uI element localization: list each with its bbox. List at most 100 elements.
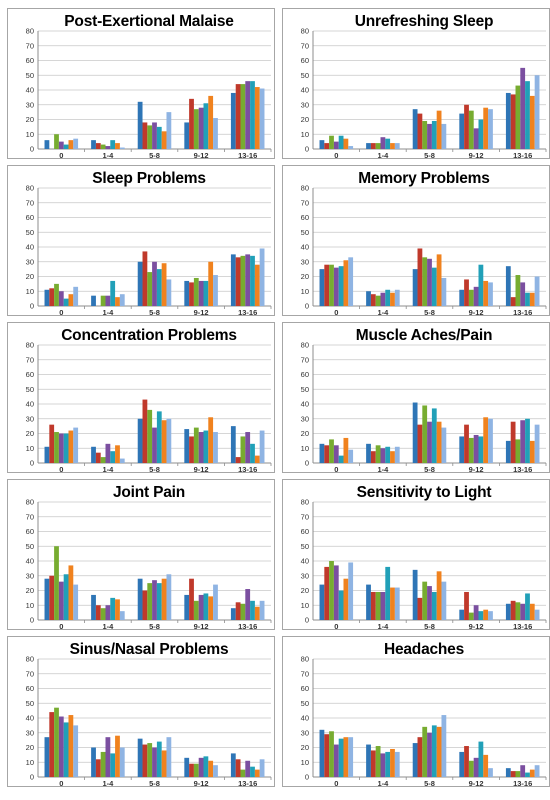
bar (198, 107, 204, 149)
bar (250, 255, 255, 306)
bar (119, 294, 125, 306)
bar (58, 291, 64, 306)
bar (44, 737, 50, 777)
y-tick-label: 30 (26, 571, 34, 580)
bar (152, 427, 157, 463)
y-tick-label: 40 (26, 400, 34, 409)
bar (152, 122, 157, 149)
bar (505, 92, 511, 149)
bar (417, 597, 423, 620)
bar (459, 289, 465, 306)
y-tick-label: 70 (26, 669, 34, 678)
y-tick-label: 40 (26, 714, 34, 723)
x-tick-label: 5-8 (149, 779, 160, 788)
chart-panel: 0 10 20 30 40 50 60 70 80 0 1-4 5-8 9-12 13-16 Concent… (7, 322, 275, 474)
bar (473, 128, 479, 149)
bar (147, 409, 153, 463)
bar (198, 432, 204, 463)
y-tick-label: 0 (30, 302, 34, 311)
bar (254, 87, 260, 149)
y-tick-label: 70 (26, 198, 34, 207)
bar (230, 426, 236, 463)
bar (478, 611, 484, 620)
bar (152, 747, 157, 777)
bar (250, 766, 255, 777)
y-tick-label: 30 (301, 728, 309, 737)
bar (468, 437, 474, 463)
bar (254, 455, 260, 463)
bar (436, 110, 442, 149)
bar (468, 612, 474, 620)
y-tick-label: 10 (301, 130, 309, 139)
chart-panel: 0 10 20 30 40 50 60 70 80 0 1-4 5-8 9-12 13-16 Headach… (282, 636, 550, 788)
x-tick-label: 0 (59, 779, 63, 788)
bar (324, 143, 330, 149)
bar (333, 744, 339, 777)
bar (91, 747, 96, 777)
bar (529, 603, 535, 620)
bar (230, 254, 236, 306)
bar (259, 248, 265, 306)
bar (319, 584, 325, 620)
chart-plot: 0 10 20 30 40 50 60 70 80 0 1-4 5-8 9-12 13-16 (301, 184, 547, 317)
chart-panel: 0 10 20 30 40 50 60 70 80 0 1-4 5-8 9-12 13-16 Memory … (282, 165, 550, 317)
bar (431, 408, 437, 463)
bar (319, 269, 325, 306)
x-tick-label: 5-8 (424, 622, 435, 631)
y-tick-label: 30 (26, 100, 34, 109)
bar (333, 445, 339, 463)
chart-panel: 0 10 20 30 40 50 60 70 80 0 1-4 5-8 9-12 13-16 Joint P… (7, 479, 275, 631)
bar (115, 143, 120, 149)
bar (385, 446, 391, 463)
bar (333, 565, 339, 620)
bar (166, 279, 172, 306)
bar (520, 603, 526, 620)
bar (250, 600, 255, 620)
chart-panel: 0 10 20 30 40 50 60 70 80 0 1-4 5-8 9-12 13-16 Sensiti… (282, 479, 550, 631)
bar (100, 295, 106, 306)
bar (483, 107, 489, 149)
bar (390, 292, 395, 306)
y-tick-label: 20 (26, 115, 34, 124)
bar (473, 757, 479, 777)
bar (203, 103, 209, 149)
bar (459, 436, 465, 463)
y-tick-label: 0 (305, 616, 309, 625)
bar (193, 600, 199, 620)
bar (380, 292, 386, 306)
bar (142, 744, 148, 777)
bar (198, 594, 204, 620)
bar (525, 772, 530, 777)
x-tick-label: 0 (334, 779, 338, 788)
bar (394, 751, 400, 777)
bar (54, 546, 59, 620)
bar (525, 418, 530, 463)
bar (245, 760, 251, 777)
bar (100, 608, 106, 620)
bar (156, 126, 162, 149)
bar (68, 140, 74, 149)
bar (348, 737, 354, 777)
bar (319, 729, 325, 777)
bar (189, 763, 194, 777)
bar (525, 81, 530, 149)
bar (417, 424, 423, 463)
bar (343, 437, 349, 463)
bar (483, 417, 489, 463)
bar (184, 280, 190, 306)
bar (105, 737, 111, 777)
bar (203, 593, 209, 620)
x-tick-label: 0 (59, 308, 63, 317)
bar (375, 591, 381, 620)
y-tick-label: 10 (26, 758, 34, 767)
x-tick-label: 1-4 (377, 151, 389, 160)
bar (338, 455, 344, 463)
x-tick-label: 13-16 (513, 308, 532, 317)
bar (348, 562, 354, 620)
bar (110, 451, 116, 463)
chart-plot: 0 10 20 30 40 50 60 70 80 0 1-4 5-8 9-12 13-16 (26, 27, 272, 160)
bar (525, 292, 530, 306)
bar (137, 418, 143, 463)
bar (324, 566, 330, 620)
bar (208, 417, 214, 463)
